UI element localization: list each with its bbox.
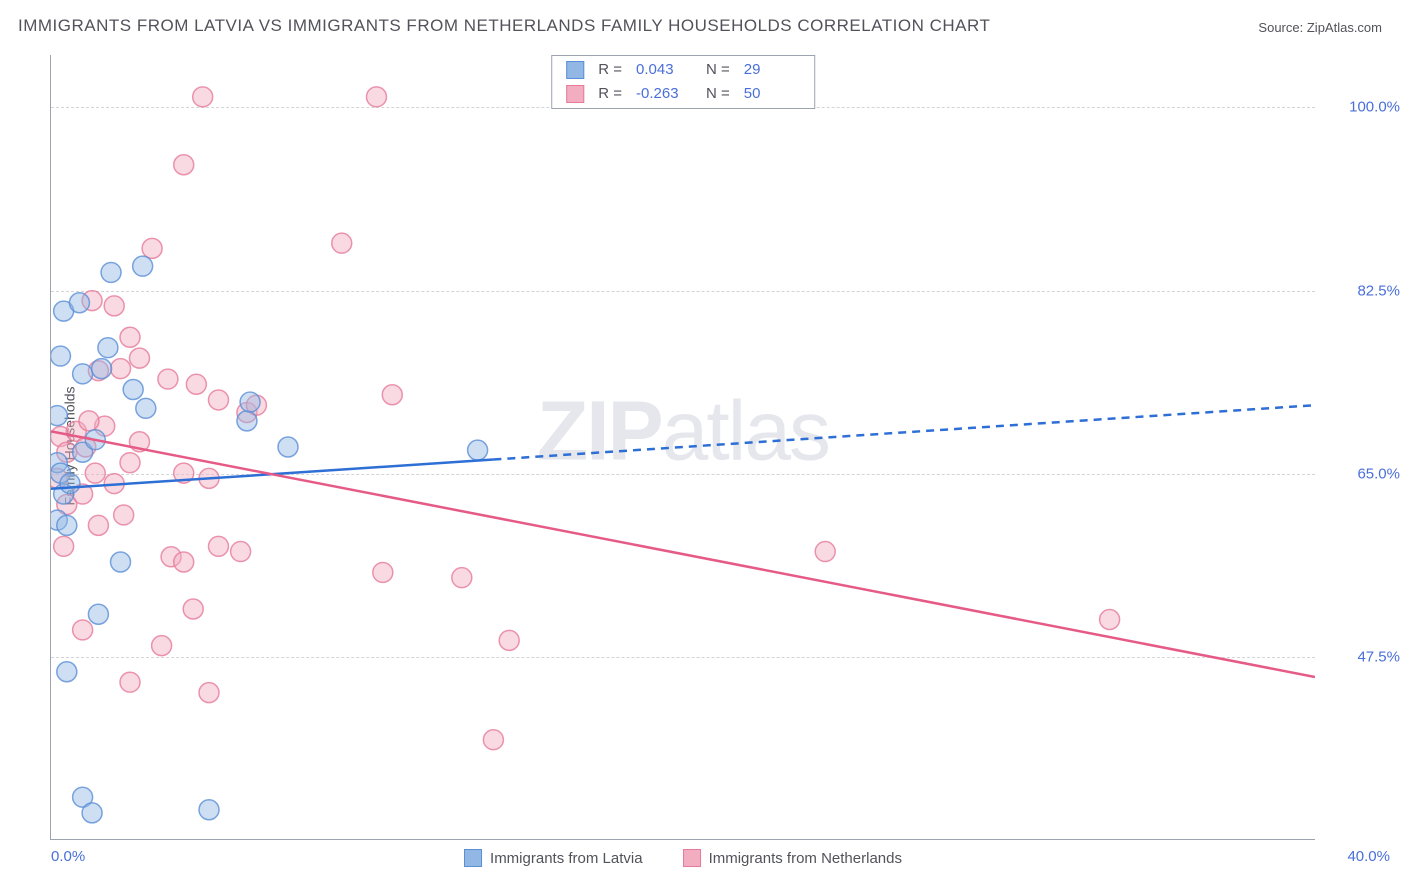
r-label: R = (598, 58, 622, 82)
scatter-point (85, 463, 105, 483)
legend-item-latvia: Immigrants from Latvia (464, 849, 643, 867)
scatter-point (136, 398, 156, 418)
y-tick-label: 65.0% (1325, 465, 1400, 482)
trend-line (493, 405, 1315, 459)
scatter-point (92, 359, 112, 379)
scatter-point (57, 662, 77, 682)
scatter-point (366, 87, 386, 107)
scatter-point (82, 803, 102, 823)
scatter-point (332, 233, 352, 253)
scatter-point (174, 552, 194, 572)
scatter-point (60, 474, 80, 494)
scatter-point (231, 542, 251, 562)
scatter-point (111, 359, 131, 379)
scatter-point (69, 293, 89, 313)
chart-title: IMMIGRANTS FROM LATVIA VS IMMIGRANTS FRO… (18, 16, 990, 36)
scatter-point (199, 683, 219, 703)
source-attribution: Source: ZipAtlas.com (1258, 20, 1382, 35)
scatter-point (104, 296, 124, 316)
legend-item-netherlands: Immigrants from Netherlands (683, 849, 902, 867)
n-value-netherlands: 50 (744, 82, 800, 106)
scatter-point (278, 437, 298, 457)
plot-area: ZIPatlas 47.5%65.0%82.5%100.0% 0.0% 40.0… (50, 55, 1315, 840)
scatter-point (815, 542, 835, 562)
legend-row-latvia: R = 0.043 N = 29 (566, 58, 800, 82)
scatter-point (382, 385, 402, 405)
scatter-point (79, 411, 99, 431)
scatter-svg (51, 55, 1315, 839)
scatter-point (373, 562, 393, 582)
swatch-netherlands-icon (683, 849, 701, 867)
scatter-point (468, 440, 488, 460)
scatter-point (240, 392, 260, 412)
scatter-point (499, 630, 519, 650)
x-tick-min: 0.0% (51, 848, 85, 865)
scatter-point (142, 238, 162, 258)
r-label: R = (598, 82, 622, 106)
legend-label-netherlands: Immigrants from Netherlands (709, 850, 902, 867)
source-link[interactable]: ZipAtlas.com (1307, 20, 1382, 35)
scatter-point (158, 369, 178, 389)
scatter-point (129, 348, 149, 368)
scatter-point (73, 364, 93, 384)
scatter-point (133, 256, 153, 276)
scatter-point (88, 604, 108, 624)
y-tick-label: 47.5% (1325, 648, 1400, 665)
scatter-point (111, 552, 131, 572)
scatter-point (237, 411, 257, 431)
legend-label-latvia: Immigrants from Latvia (490, 850, 643, 867)
n-label: N = (706, 58, 730, 82)
scatter-point (88, 515, 108, 535)
scatter-point (183, 599, 203, 619)
y-tick-label: 82.5% (1325, 282, 1400, 299)
scatter-point (483, 730, 503, 750)
scatter-point (51, 346, 70, 366)
x-tick-max: 40.0% (1325, 848, 1390, 865)
scatter-point (152, 636, 172, 656)
y-tick-label: 100.0% (1325, 99, 1400, 116)
swatch-latvia-icon (464, 849, 482, 867)
scatter-point (193, 87, 213, 107)
scatter-point (1100, 609, 1120, 629)
r-value-netherlands: -0.263 (636, 82, 692, 106)
swatch-netherlands (566, 85, 584, 103)
scatter-point (57, 515, 77, 535)
scatter-point (208, 536, 228, 556)
scatter-point (120, 672, 140, 692)
scatter-point (114, 505, 134, 525)
scatter-point (54, 536, 74, 556)
scatter-point (123, 380, 143, 400)
swatch-latvia (566, 61, 584, 79)
scatter-point (73, 620, 93, 640)
source-label: Source: (1258, 20, 1303, 35)
scatter-point (452, 568, 472, 588)
r-value-latvia: 0.043 (636, 58, 692, 82)
correlation-legend: R = 0.043 N = 29 R = -0.263 N = 50 (551, 55, 815, 109)
scatter-point (208, 390, 228, 410)
scatter-point (199, 800, 219, 820)
scatter-point (101, 262, 121, 282)
n-label: N = (706, 82, 730, 106)
scatter-point (186, 374, 206, 394)
scatter-point (120, 453, 140, 473)
scatter-point (98, 338, 118, 358)
series-legend: Immigrants from Latvia Immigrants from N… (464, 849, 902, 867)
scatter-point (120, 327, 140, 347)
scatter-point (174, 155, 194, 175)
legend-row-netherlands: R = -0.263 N = 50 (566, 82, 800, 106)
n-value-latvia: 29 (744, 58, 800, 82)
scatter-point (51, 406, 67, 426)
